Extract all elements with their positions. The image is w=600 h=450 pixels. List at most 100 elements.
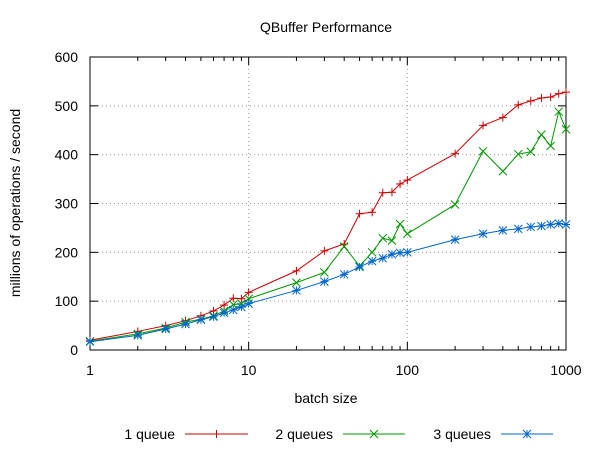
data-point (395, 248, 405, 258)
series-1 (86, 88, 570, 345)
x-axis-label: batch size (294, 390, 357, 406)
data-point (402, 229, 412, 239)
data-point (292, 266, 301, 275)
y-axis-label: millions of operations / second (7, 109, 23, 297)
legend-entry: 2 queues (275, 426, 405, 442)
data-point (339, 242, 349, 251)
data-point (320, 268, 329, 277)
x-tick-label: 100 (396, 362, 420, 378)
data-point (367, 247, 377, 257)
data-point (320, 277, 329, 286)
data-point (355, 209, 364, 218)
x-tick-label: 1000 (550, 362, 581, 378)
y-tick-label: 100 (55, 293, 79, 309)
data-point (387, 188, 396, 197)
data-point (237, 294, 246, 303)
data-point (537, 94, 546, 103)
data-point (292, 286, 301, 295)
series-layer (85, 88, 571, 347)
data-point (526, 147, 536, 157)
data-point (228, 305, 238, 315)
chart-title: QBuffer Performance (260, 19, 392, 35)
data-point (498, 166, 508, 176)
data-point (554, 107, 564, 117)
data-point (378, 233, 388, 243)
data-point (395, 219, 405, 229)
legend: 1 queue 2 queues 3 queues (124, 426, 553, 442)
data-point (537, 221, 546, 231)
data-point (498, 226, 508, 235)
x-tick-label: 1 (86, 362, 94, 378)
data-point (196, 315, 206, 325)
data-point (478, 146, 488, 156)
data-point (181, 319, 190, 329)
data-point (212, 430, 221, 438)
data-point (387, 249, 397, 259)
data-point (561, 124, 571, 134)
data-point (369, 429, 379, 439)
legend-label: 2 queues (275, 426, 333, 442)
data-point (368, 208, 377, 217)
data-point (479, 121, 488, 130)
data-point (320, 246, 329, 255)
data-point (513, 224, 523, 234)
data-point (220, 301, 229, 310)
y-tick-label: 300 (55, 196, 79, 212)
y-tick-label: 500 (55, 98, 79, 114)
data-point (554, 219, 564, 228)
data-point (367, 256, 377, 266)
series-line (89, 223, 567, 343)
y-tick-label: 400 (55, 147, 79, 163)
data-point (513, 149, 523, 159)
y-tick-label: 0 (70, 342, 78, 358)
y-tick-label: 600 (55, 49, 79, 65)
data-point (514, 100, 523, 109)
legend-entry: 3 queues (433, 426, 553, 442)
data-point (244, 288, 253, 297)
data-point (526, 96, 535, 105)
data-point (554, 89, 563, 98)
grid (90, 57, 566, 350)
series-line (89, 110, 567, 342)
data-point (546, 141, 555, 151)
data-point (450, 235, 460, 244)
data-point (546, 220, 555, 229)
data-point (526, 222, 536, 232)
data-point (562, 88, 570, 97)
data-point (133, 330, 143, 340)
series-3 (85, 219, 571, 347)
data-point (219, 308, 229, 318)
data-point (450, 200, 460, 209)
data-point (396, 179, 405, 188)
data-point (561, 220, 571, 229)
data-point (403, 176, 412, 185)
data-point (244, 299, 254, 308)
series-2 (85, 107, 571, 346)
data-point (85, 337, 95, 347)
data-point (229, 294, 238, 303)
data-point (355, 262, 364, 272)
data-point (378, 188, 387, 197)
legend-label: 3 queues (433, 426, 491, 442)
data-point (451, 149, 460, 158)
data-point (378, 253, 388, 263)
data-point (478, 229, 488, 239)
data-point (402, 247, 412, 257)
data-point (237, 302, 246, 312)
y-tick-label: 200 (55, 244, 79, 260)
data-point (522, 429, 532, 439)
legend-label: 1 queue (124, 426, 175, 442)
legend-entry: 1 queue (124, 426, 248, 442)
data-point (537, 130, 546, 139)
data-point (387, 236, 397, 245)
axes: 0 100 200 300 400 500 600 1 10 100 1000 (55, 49, 582, 378)
x-tick-label: 10 (241, 362, 257, 378)
data-point (339, 269, 349, 279)
data-point (546, 93, 555, 102)
data-point (209, 312, 218, 322)
series-line (89, 91, 567, 341)
data-point (292, 278, 301, 287)
data-point (161, 324, 171, 334)
data-point (498, 113, 507, 122)
